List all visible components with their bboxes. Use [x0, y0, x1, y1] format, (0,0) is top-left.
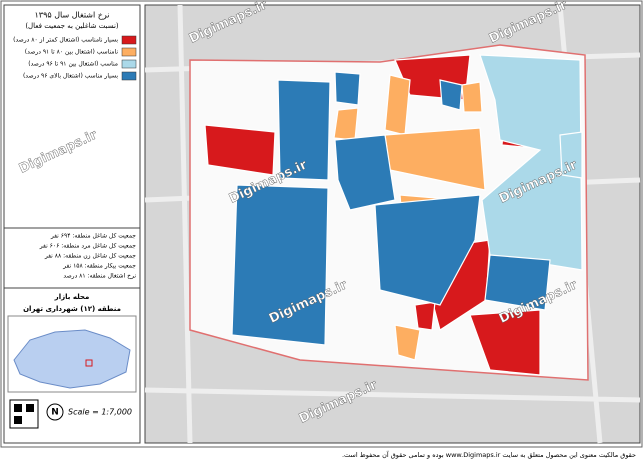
- block: [439, 79, 463, 111]
- legend-label: بسیار نامناسب (اشتغال کمتر از ۸۰ درصد): [13, 37, 118, 44]
- north-arrow: [46, 403, 64, 421]
- inset-city: [13, 329, 131, 389]
- block: [231, 184, 329, 346]
- stat-line: جمعیت کل شاغل مرد منطقه: ۶۰۶ نفر: [39, 243, 137, 250]
- block: [334, 134, 396, 211]
- block: [204, 124, 276, 176]
- qr-part: [26, 404, 34, 412]
- legend: بسیار نامناسب (اشتغال کمتر از ۸۰ درصد) نا…: [13, 35, 137, 81]
- footer: حقوق مالکیت معنوی این محصول متعلق به سای…: [342, 450, 636, 459]
- legend-label: مناسب (اشتغال بین ۹۱ تا ۹۶ درصد): [28, 61, 118, 68]
- legend-title: نرخ اشتغال سال ۱۳۹۵: [34, 11, 109, 20]
- qr-part: [14, 416, 22, 424]
- legend-label: نامناسب (اشتغال بین ۸۰ تا ۹۱ درصد): [25, 49, 119, 56]
- block: [334, 71, 361, 106]
- block: [484, 254, 551, 311]
- block: [559, 131, 583, 179]
- block: [374, 194, 481, 306]
- stat-line: نرخ اشتغال منطقه: ۸۱ درصد: [63, 273, 136, 280]
- legend-label: بسیار مناسب (اشتغال بالای ۹۶ درصد): [23, 73, 118, 80]
- block: [469, 309, 541, 376]
- block: [277, 79, 331, 181]
- legend-swatch: [121, 47, 137, 57]
- inset-location: [85, 359, 93, 367]
- block: [394, 324, 421, 361]
- block: [384, 74, 411, 136]
- block: [479, 54, 583, 271]
- legend-swatch: [121, 71, 137, 81]
- legend-subtitle: (نسبت شاغلین به جمعیت فعال): [25, 22, 119, 30]
- district: منطقه (۱۲) شهرداری تهران: [23, 305, 121, 313]
- neighborhood: محله بازار: [54, 293, 90, 301]
- block: [333, 107, 359, 141]
- scale: Scale = 1:7,000: [68, 408, 132, 417]
- north-label: N: [51, 408, 59, 418]
- legend-swatch: [121, 35, 137, 45]
- stats: جمعیت کل شاغل منطقه: ۶۹۴ نفر جمعیت کل شاغ…: [39, 233, 137, 280]
- stat-line: جمعیت کل شاغل منطقه: ۶۹۴ نفر: [50, 233, 136, 240]
- blocks: [204, 54, 583, 376]
- block: [461, 81, 483, 113]
- stat-line: جمعیت بیکار منطقه: ۱۵۸ نفر: [62, 263, 136, 270]
- qr-part: [14, 404, 22, 412]
- legend-swatch: [121, 59, 137, 69]
- stat-line: جمعیت کل شاغل زن منطقه: ۸۸ نفر: [44, 253, 136, 260]
- block: [414, 301, 436, 331]
